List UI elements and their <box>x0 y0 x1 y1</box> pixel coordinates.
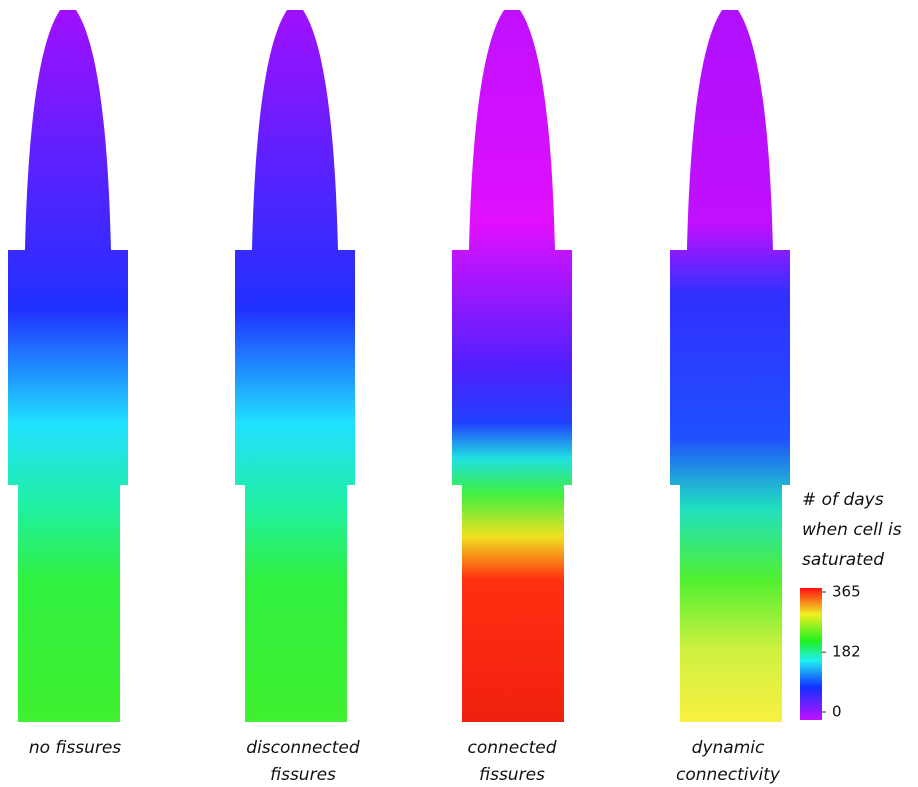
panel-label: disconnected <box>246 738 360 758</box>
panel-label: connected <box>467 738 556 758</box>
panel-label: fissures <box>270 765 336 785</box>
panel-label: fissures <box>479 765 545 785</box>
colorbar-title: # of days <box>802 490 884 510</box>
panel-map <box>235 10 355 722</box>
panel-label: connectivity <box>676 765 781 785</box>
panel-label: dynamic <box>692 738 765 758</box>
colorbar-tick-label: 365 <box>832 583 861 601</box>
panel-map <box>670 10 790 722</box>
colorbar-tick-label: 0 <box>832 703 842 721</box>
panel-label: no fissures <box>29 738 121 758</box>
panel-map <box>452 10 572 722</box>
panel-map <box>8 10 128 722</box>
colorbar-tick-label: 182 <box>832 643 861 661</box>
colorbar-title: saturated <box>802 550 884 570</box>
colorbar <box>800 588 822 720</box>
colorbar-title: when cell is <box>802 520 902 540</box>
